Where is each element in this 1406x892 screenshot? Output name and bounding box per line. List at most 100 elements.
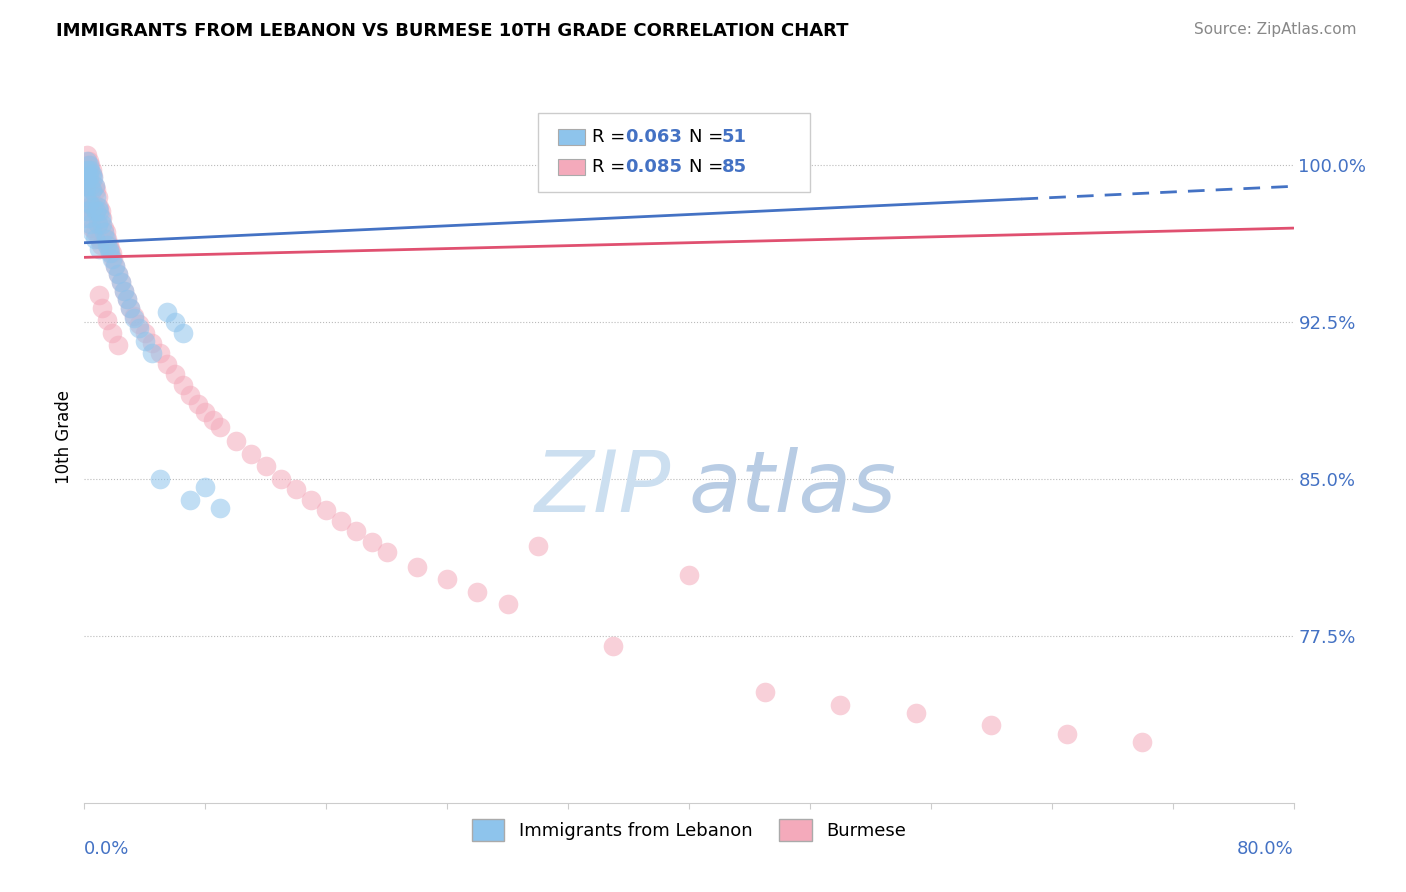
Point (76, 162, 98, 177)
Point (330, 514, 353, 528)
Bar (558, 159, 585, 175)
Point (678, 568, 700, 582)
Bar (558, 129, 585, 145)
Point (165, 368, 187, 382)
Point (93, 221, 115, 235)
Point (112, 284, 135, 298)
Point (122, 309, 145, 323)
Point (179, 388, 201, 402)
Point (91, 217, 114, 231)
Point (602, 639, 624, 653)
Point (87, 217, 110, 231)
Point (79, 179, 101, 194)
Point (76, 169, 98, 183)
Point (225, 434, 247, 449)
Point (89, 231, 111, 245)
Point (82, 200, 104, 214)
Point (270, 472, 292, 486)
Point (104, 259, 127, 273)
Text: 0.085: 0.085 (624, 158, 682, 177)
Point (165, 315, 187, 329)
Point (79, 217, 101, 231)
Point (100, 252, 122, 267)
Point (467, 584, 489, 599)
Point (360, 534, 382, 549)
Point (76, 211, 98, 225)
Point (86, 204, 108, 219)
Point (93, 225, 115, 239)
Point (89, 288, 111, 302)
Point (141, 336, 163, 351)
Point (76, 148, 98, 162)
Point (904, 706, 927, 720)
Point (82, 169, 104, 183)
Point (86, 184, 108, 198)
Point (77, 196, 100, 211)
Text: 0.063: 0.063 (624, 128, 682, 146)
Point (89, 242, 111, 256)
Point (527, 539, 550, 553)
Point (496, 597, 519, 611)
Point (375, 545, 398, 559)
Point (87, 217, 110, 231)
Text: N =: N = (689, 128, 728, 146)
Text: Source: ZipAtlas.com: Source: ZipAtlas.com (1194, 22, 1357, 37)
Point (91, 301, 114, 315)
Y-axis label: 10th Grade: 10th Grade (55, 390, 73, 484)
Point (101, 252, 124, 267)
Point (172, 326, 194, 340)
Point (87, 200, 110, 214)
Point (89, 200, 111, 214)
Point (76, 158, 98, 172)
Text: IMMIGRANTS FROM LEBANON VS BURMESE 10TH GRADE CORRELATION CHART: IMMIGRANTS FROM LEBANON VS BURMESE 10TH … (56, 22, 849, 40)
Point (76, 154, 98, 169)
Point (89, 204, 111, 219)
Text: N =: N = (689, 158, 728, 177)
Point (156, 357, 179, 371)
Point (209, 419, 232, 434)
Point (134, 334, 156, 348)
Point (115, 292, 138, 306)
Text: 85: 85 (721, 158, 747, 177)
Point (754, 685, 776, 699)
Point (128, 321, 150, 335)
Point (118, 301, 141, 315)
Point (100, 246, 122, 260)
Point (77, 154, 100, 169)
Point (128, 317, 150, 331)
Point (84, 225, 107, 239)
Point (84, 231, 107, 245)
Point (80, 184, 103, 198)
Point (254, 459, 277, 474)
Point (96, 313, 118, 327)
Point (76, 170, 98, 185)
Point (194, 405, 217, 419)
Point (115, 292, 138, 306)
Point (82, 170, 104, 185)
Point (86, 190, 108, 204)
Point (1130, 735, 1153, 749)
Point (406, 559, 429, 574)
Point (194, 480, 217, 494)
Point (100, 326, 122, 340)
Point (112, 284, 135, 298)
Point (97, 237, 120, 252)
Point (75, 179, 97, 194)
Point (201, 413, 224, 427)
Point (77, 162, 100, 177)
Point (98, 246, 121, 260)
Text: 0.0%: 0.0% (84, 840, 129, 858)
Point (179, 492, 201, 507)
Point (830, 698, 852, 712)
Point (79, 158, 101, 172)
Point (346, 524, 368, 538)
Point (156, 304, 179, 318)
Legend: Immigrants from Lebanon, Burmese: Immigrants from Lebanon, Burmese (464, 812, 914, 848)
Point (110, 276, 132, 290)
Point (239, 447, 262, 461)
Point (107, 338, 129, 352)
Point (76, 204, 98, 219)
Point (90, 211, 112, 225)
Text: ZIP: ZIP (534, 447, 671, 530)
Point (84, 179, 107, 194)
